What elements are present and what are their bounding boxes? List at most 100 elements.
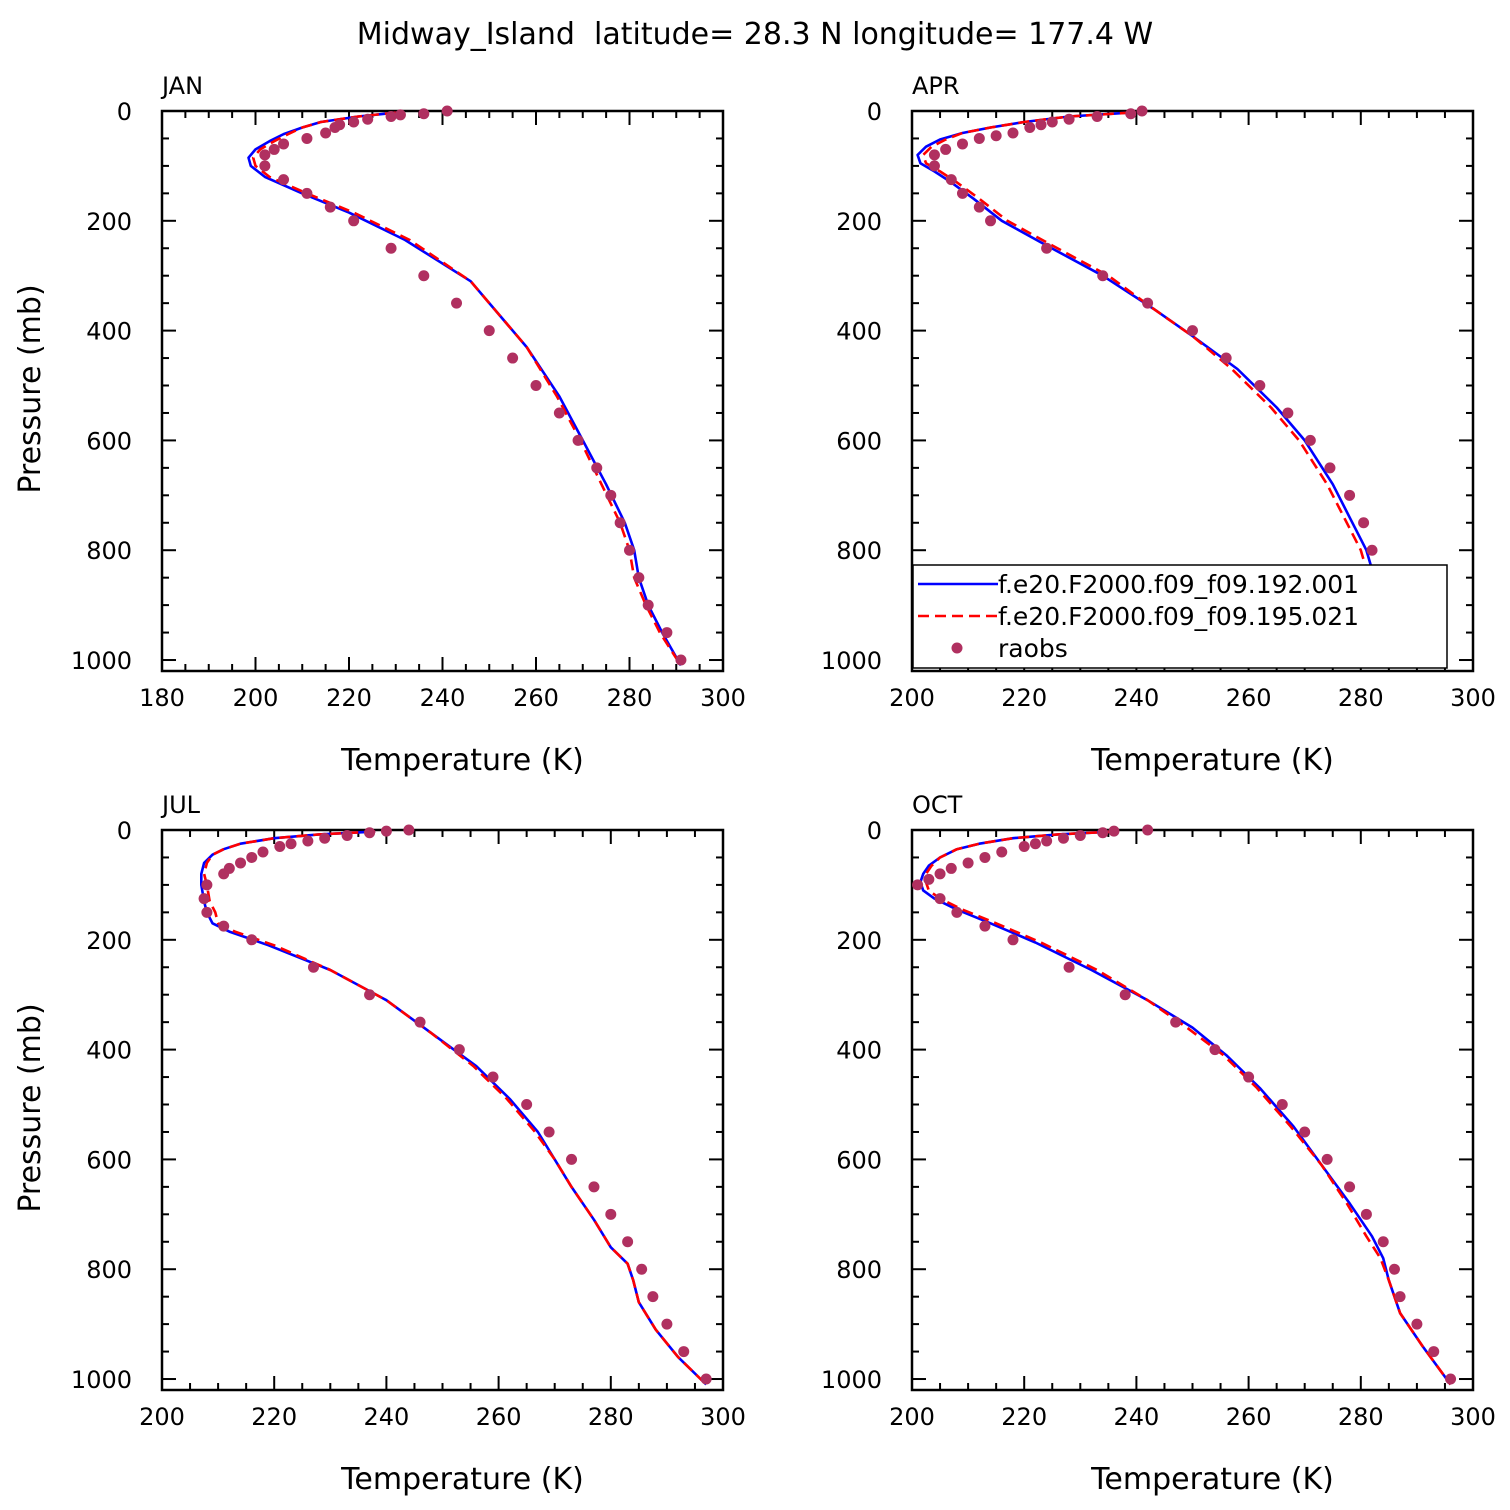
raobs-point	[1074, 829, 1086, 841]
x-tick-label: 220	[1001, 1403, 1047, 1431]
raobs-point	[928, 160, 940, 172]
raobs-point	[394, 109, 406, 121]
raobs-point	[380, 825, 392, 837]
raobs-point	[996, 846, 1008, 858]
series-192-line	[916, 111, 1427, 667]
raobs-point	[364, 989, 376, 1001]
panel-jan: JAN 180 200 220 240 260 280 300 0 200 400 600 800 100…	[13, 72, 746, 778]
raobs-point	[1063, 961, 1075, 973]
panel-label: JUL	[160, 791, 201, 819]
legend-marker	[951, 642, 963, 654]
raobs-point	[1324, 462, 1336, 474]
legend-label: f.e20.F2000.f09_f09.192.001	[998, 570, 1359, 599]
raobs-point	[521, 1099, 533, 1111]
raobs-point	[1366, 544, 1378, 556]
y-tick-label: 200	[836, 927, 882, 955]
raobs-point	[483, 325, 495, 337]
raobs-point	[979, 920, 991, 932]
y-tick-label: 800	[836, 537, 882, 565]
x-tick-label: 280	[1338, 684, 1384, 712]
raobs-point	[553, 407, 565, 419]
x-tick-label: 240	[363, 1403, 409, 1431]
raobs-point	[259, 149, 271, 161]
raobs-point	[1428, 1346, 1440, 1358]
raobs-point	[985, 215, 997, 227]
raobs-point	[418, 108, 430, 120]
y-tick-label: 0	[117, 817, 132, 845]
x-tick-label: 260	[476, 1403, 522, 1431]
raobs-point	[1097, 827, 1109, 839]
raobs-point	[1029, 838, 1041, 850]
raobs-point	[1276, 1099, 1288, 1111]
raobs-point	[1445, 1373, 1457, 1385]
x-tick-label: 280	[588, 1403, 634, 1431]
raobs-point	[1344, 489, 1356, 501]
raobs-point	[530, 380, 542, 392]
x-tick-label: 280	[607, 684, 653, 712]
raobs-point	[566, 1153, 578, 1165]
raobs-point	[246, 851, 258, 863]
raobs-point	[1063, 113, 1075, 125]
raobs-point	[1209, 1044, 1221, 1056]
raobs-point	[1041, 835, 1053, 847]
series-195-line	[202, 830, 708, 1386]
raobs-point	[324, 201, 336, 213]
raobs-point	[923, 873, 935, 885]
raobs-point	[385, 242, 397, 254]
x-axis-title: Temperature (K)	[1090, 743, 1334, 778]
raobs-point	[302, 835, 314, 847]
raobs-point	[348, 215, 360, 227]
raobs-point	[945, 174, 957, 186]
raobs-point	[285, 838, 297, 850]
raobs-point	[1321, 1153, 1333, 1165]
raobs-point	[307, 961, 319, 973]
raobs-point	[1394, 1291, 1406, 1303]
y-tick-label: 200	[836, 208, 882, 236]
series-195-line	[251, 111, 682, 667]
y-tick-label: 400	[86, 318, 132, 346]
plot-frame	[160, 109, 725, 673]
raobs-point	[278, 174, 290, 186]
raobs-point	[362, 113, 374, 125]
raobs-point	[274, 840, 286, 852]
x-tick-label: 240	[1113, 1403, 1159, 1431]
raobs-point	[257, 846, 269, 858]
raobs-point	[1119, 989, 1131, 1001]
legend-label: f.e20.F2000.f09_f09.195.021	[998, 602, 1359, 631]
raobs-point	[661, 627, 673, 639]
x-tick-label: 260	[1226, 684, 1272, 712]
panel-oct: OCT 200 220 240 260 280 300 0 200 400 600 800 1000 Te…	[821, 791, 1496, 1497]
raobs-point	[1360, 1208, 1372, 1220]
raobs-point	[956, 138, 968, 150]
raobs-point	[1170, 1016, 1182, 1028]
raobs-point	[951, 906, 963, 918]
raobs-point	[1024, 121, 1036, 133]
series-192-line	[200, 830, 708, 1386]
raobs-point	[973, 201, 985, 213]
raobs-point	[364, 827, 376, 839]
y-tick-label: 0	[867, 98, 882, 126]
y-axis-title: Pressure (mb)	[13, 1003, 48, 1212]
x-tick-label: 240	[420, 684, 466, 712]
plot-frame	[160, 828, 725, 1392]
raobs-point	[1142, 297, 1154, 309]
x-tick-label: 300	[1450, 684, 1496, 712]
raobs-point	[1142, 824, 1154, 836]
raobs-point	[441, 105, 453, 117]
raobs-point	[605, 1208, 617, 1220]
raobs-point	[201, 879, 213, 891]
legend-label: raobs	[998, 634, 1068, 663]
raobs-point	[605, 489, 617, 501]
raobs-point	[1007, 127, 1019, 139]
raobs-point	[633, 572, 645, 584]
raobs-point	[1018, 840, 1030, 852]
x-tick-label: 220	[1001, 684, 1047, 712]
y-tick-label: 200	[86, 208, 132, 236]
y-axis-title: Pressure (mb)	[13, 284, 48, 493]
raobs-point	[591, 462, 603, 474]
x-tick-label: 280	[1338, 1403, 1384, 1431]
y-tick-label: 0	[867, 817, 882, 845]
legend: f.e20.F2000.f09_f09.192.001 f.e20.F2000.f…	[912, 564, 1448, 669]
y-tick-label: 800	[86, 537, 132, 565]
raobs-point	[647, 1291, 659, 1303]
